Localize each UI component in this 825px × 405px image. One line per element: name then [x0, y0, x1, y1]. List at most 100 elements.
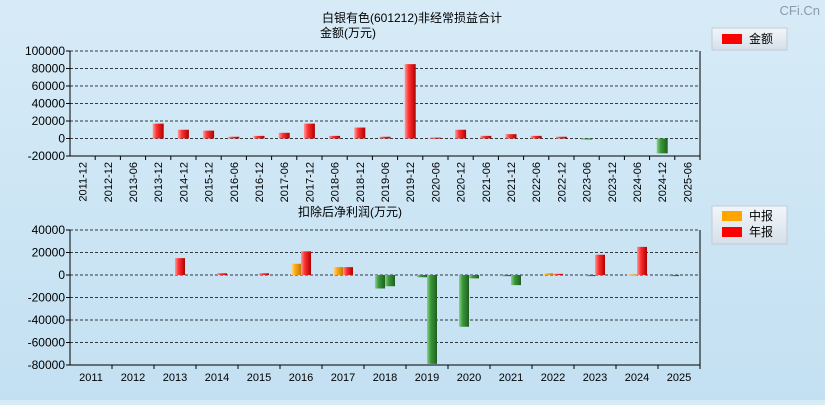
x-tick-label: 2024-06 [632, 162, 644, 202]
top-gridlines [66, 50, 701, 160]
y-tick-label: 60000 [32, 79, 66, 93]
y-tick-label: -60000 [28, 336, 66, 350]
bar-金额-2021-06 [480, 135, 492, 139]
y-tick-label: -20000 [28, 149, 66, 163]
bar-年报-2014 [217, 273, 227, 275]
y-tick-label: 20000 [32, 114, 66, 128]
x-tick-label: 2016 [289, 372, 313, 384]
bottom-bars [175, 246, 679, 364]
bar-金额-2024-12 [656, 138, 668, 154]
bar-中报-2021 [501, 275, 511, 277]
x-tick-label: 2016-06 [229, 162, 241, 202]
x-tick-label: 2015 [247, 372, 271, 384]
bar-金额-2021-12 [505, 134, 517, 139]
y-tick-label: 40000 [32, 223, 66, 237]
x-tick-label: 2022-06 [531, 162, 543, 202]
y-tick-label: 0 [58, 132, 65, 146]
x-tick-label: 2020 [457, 372, 481, 384]
x-tick-label: 2015-12 [204, 162, 216, 202]
bottom-chart: 扣除后净利润(万元) 40000 20000 0 -20000 -40000 -60000… [28, 204, 788, 384]
bar-中报-2022 [543, 273, 553, 275]
x-tick-label: 2023-12 [607, 162, 619, 202]
x-tick-label: 2017-12 [304, 162, 316, 202]
bottom-gridlines [66, 229, 701, 369]
x-tick-label: 2022 [541, 372, 565, 384]
y-tick-label: 100000 [25, 44, 65, 58]
y-tick-label: 40000 [32, 97, 66, 111]
y-tick-label: 80000 [32, 62, 66, 76]
bar-金额-2022-12 [555, 136, 567, 139]
bottom-legend: 中报 年报 [711, 205, 788, 245]
bar-年报-2019 [427, 275, 437, 364]
top-chart-ylabel: 金额(万元) [320, 25, 376, 40]
top-legend-label: 金额 [749, 31, 773, 46]
x-tick-label: 2021-06 [481, 162, 493, 202]
bottom-legend-label-1: 中报 [749, 208, 773, 223]
x-tick-label: 2021-12 [506, 162, 518, 202]
x-tick-label: 2012-12 [103, 162, 115, 202]
top-chart: 白银有色(601212)非经常损益合计 金额(万元) 100000 80000 60… [25, 10, 788, 202]
bar-金额-2013-12 [152, 123, 164, 139]
bar-金额-2014-12 [177, 129, 189, 139]
x-tick-label: 2017 [331, 372, 355, 384]
bar-金额-2022-06 [530, 135, 542, 139]
bar-金额-2018-06 [329, 135, 341, 139]
x-tick-label: 2019-06 [380, 162, 392, 202]
bar-金额-2016-12 [253, 135, 265, 139]
x-tick-label: 2017-06 [279, 162, 291, 202]
x-tick-label: 2025-06 [682, 162, 694, 202]
y-tick-label: 20000 [32, 246, 66, 260]
bottom-chart-title: 扣除后净利润(万元) [298, 204, 402, 219]
top-legend-swatch [722, 34, 742, 44]
x-tick-label: 2018-12 [355, 162, 367, 202]
bar-中报-2017 [333, 267, 343, 275]
bar-金额-2019-06 [379, 136, 391, 139]
bar-年报-2015 [259, 273, 269, 275]
x-tick-label: 2021 [499, 372, 523, 384]
bar-金额-2020-12 [455, 129, 467, 139]
bar-年报-2024 [637, 246, 647, 275]
x-tick-label: 2023-06 [582, 162, 594, 202]
x-tick-label: 2018-06 [330, 162, 342, 202]
top-y-ticks: 100000 80000 60000 40000 20000 0 -20000 [25, 44, 65, 163]
top-x-ticks: 2011-12 2012-12 2013-06 2013-12 2014-12 2015-… [78, 162, 695, 202]
bar-年报-2023 [595, 254, 605, 275]
y-tick-label: 0 [58, 268, 65, 282]
bar-金额-2016-06 [228, 136, 240, 139]
x-tick-label: 2019 [415, 372, 439, 384]
bar-中报-2018 [375, 275, 385, 289]
bar-中报-2019 [417, 275, 427, 278]
bar-年报-2020 [469, 275, 479, 279]
bottom-legend-swatch-1 [722, 211, 742, 221]
bar-年报-2017 [343, 267, 353, 275]
x-tick-label: 2013-06 [128, 162, 140, 202]
bar-年报-2018 [385, 275, 395, 287]
x-tick-label: 2014 [205, 372, 229, 384]
bar-金额-2017-12 [303, 123, 315, 139]
bottom-x-ticks: 2011 2012 2013 2014 2015 2016 2017 2018 2019 2020… [79, 372, 691, 384]
x-tick-label: 2019-12 [405, 162, 417, 202]
watermark: CFi.Cn [780, 3, 820, 18]
bar-年报-2013 [175, 258, 185, 275]
bar-金额-2020-06 [429, 137, 441, 139]
bar-中报-2023 [585, 275, 595, 277]
x-tick-label: 2013-12 [153, 162, 165, 202]
bar-年报-2016 [301, 251, 311, 275]
x-tick-label: 2018 [373, 372, 397, 384]
bottom-legend-swatch-2 [722, 227, 742, 237]
x-tick-label: 2024-12 [657, 162, 669, 202]
bar-中报-2025 [669, 275, 679, 277]
bottom-legend-label-2: 年报 [749, 224, 773, 239]
x-tick-label: 2011 [79, 372, 103, 384]
bar-金额-2018-12 [354, 127, 366, 139]
bar-中报-2024 [627, 274, 637, 276]
top-chart-title: 白银有色(601212)非经常损益合计 [322, 10, 502, 25]
bar-中报-2020 [459, 275, 469, 327]
x-tick-label: 2024 [625, 372, 649, 384]
x-tick-label: 2020-12 [456, 162, 468, 202]
bar-金额-2019-12 [404, 64, 416, 139]
bar-金额-2023-06 [581, 138, 593, 140]
y-tick-label: -80000 [28, 358, 66, 372]
top-bars [152, 64, 668, 154]
